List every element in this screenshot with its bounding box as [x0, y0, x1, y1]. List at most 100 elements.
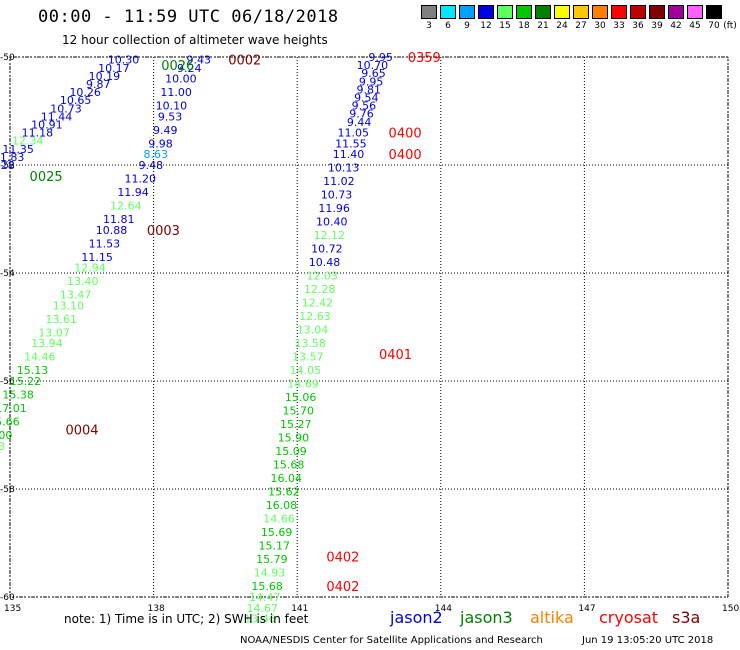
footer-timestamp: Jun 19 13:05:20 UTC 2018 [582, 635, 714, 646]
wave-height-value: 11.28 [0, 159, 15, 172]
scale-swatch-6 [440, 5, 456, 19]
wave-height-value: 9.76 [349, 108, 374, 121]
wave-height-value: 14.05 [290, 364, 322, 377]
wave-height-value: 11.53 [89, 237, 121, 250]
wave-height-value: 12.12 [314, 229, 346, 242]
wave-height-value: 13.94 [31, 337, 63, 350]
wave-height-value: 9.65 [361, 67, 386, 80]
scale-label-70: 70 [708, 21, 720, 31]
scale-swatch-42 [668, 5, 684, 19]
time-label: 0401 [379, 348, 412, 363]
wave-height-value: 15.90 [278, 432, 310, 445]
wave-height-value: 15.13 [17, 364, 49, 377]
wave-height-value: 12.94 [74, 262, 106, 275]
wave-height-value: 14.69 [287, 378, 319, 391]
wave-height-value: 15.79 [256, 553, 288, 566]
wave-height-value: 12.28 [304, 283, 336, 296]
time-label: 0400 [389, 127, 422, 142]
wave-height-value: 11.94 [117, 186, 149, 199]
wave-height-value: 9.49 [153, 124, 178, 137]
legend-jason3: jason3 [460, 608, 513, 627]
scale-swatch-21 [535, 5, 551, 19]
y-tick-label: -54 [0, 269, 15, 279]
scale-swatch-70 [706, 5, 722, 19]
wave-height-value: 10.40 [316, 216, 348, 229]
wave-height-value: 10.30 [108, 54, 140, 67]
wave-height-value: 13.40 [67, 275, 99, 288]
scale-label-42: 42 [670, 21, 682, 31]
wave-height-value: 10.70 [357, 59, 389, 72]
wave-height-value: 14.67 [247, 602, 279, 615]
wave-height-value: 9.48 [139, 159, 164, 172]
wave-height-value: 9.54 [354, 92, 379, 105]
wave-height-value: 15.22 [10, 375, 42, 388]
wave-height-value: 16.08 [266, 499, 298, 512]
wave-height-value: 15.68 [273, 459, 305, 472]
scale-swatch-39 [649, 5, 665, 19]
time-label: 0004 [65, 424, 98, 439]
legend-altika: altika [530, 608, 574, 627]
time-label: 0003 [147, 224, 180, 239]
scale-swatch-15 [497, 5, 513, 19]
wave-height-value: 11.00 [160, 86, 192, 99]
wave-height-value: 9.98 [148, 137, 173, 150]
wave-height-value: 10.73 [321, 189, 353, 202]
scale-label-39: 39 [651, 21, 663, 31]
wave-height-value: 15.70 [282, 405, 314, 418]
wave-height-value: 12.34 [12, 135, 44, 148]
scale-swatch-45 [687, 5, 703, 19]
wave-height-value: 15.69 [261, 526, 293, 539]
x-tick-label: 147 [578, 604, 595, 614]
wave-height-value: 10.00 [165, 73, 197, 86]
scale-swatch-18 [516, 5, 532, 19]
scale-swatch-24 [554, 5, 570, 19]
x-tick-label: 138 [148, 604, 165, 614]
scale-unit-label: (ft) [723, 21, 737, 31]
wave-height-value: 10.91 [31, 119, 63, 132]
time-label: 0402 [326, 580, 359, 595]
chart-title: 00:00 - 11:59 UTC 06/18/2018 [38, 7, 339, 27]
time-label: 0400 [389, 148, 422, 163]
scale-swatch-3 [421, 5, 437, 19]
scale-label-30: 30 [594, 21, 606, 31]
wave-height-value: 11.02 [323, 175, 355, 188]
wave-height-value: 10.72 [311, 243, 343, 256]
wave-height-value: 11.20 [124, 173, 156, 186]
x-tick-label: 141 [291, 604, 308, 614]
wave-height-value: 8.63 [143, 148, 168, 161]
scale-label-36: 36 [632, 21, 644, 31]
scale-label-12: 12 [480, 21, 492, 31]
wave-height-value: 12.64 [110, 200, 142, 213]
legend-s3a: s3a [672, 608, 701, 627]
wave-height-value: 11.35 [2, 143, 34, 156]
wave-height-value: 16.00 [0, 429, 12, 442]
wave-height-value: 15.06 [285, 391, 317, 404]
wave-height-value: 10.26 [69, 86, 101, 99]
wave-height-value: 14.46 [24, 351, 56, 364]
time-label: 0002 [228, 54, 261, 69]
wave-height-value: 9.43 [187, 54, 212, 67]
legend-cryosat: cryosat [599, 608, 659, 627]
scale-label-3: 3 [426, 21, 432, 31]
wave-height-value: 9.95 [368, 51, 393, 64]
note-text: note: 1) Time is in UTC; 2) SWH is in fe… [64, 612, 309, 626]
wave-height-value: 10.48 [309, 256, 341, 269]
y-tick-label: -50 [0, 53, 15, 63]
wave-height-value: 9.44 [347, 116, 372, 129]
wave-height-value: 17.01 [0, 402, 27, 415]
wave-height-value: 9.81 [356, 83, 381, 96]
wave-height-value: 13.58 [294, 337, 326, 350]
wave-height-value: 11.15 [81, 251, 113, 264]
wave-height-value: 15.38 [2, 389, 34, 402]
wave-height-value: 9.24 [177, 62, 202, 75]
time-label: 0402 [326, 551, 359, 566]
time-label: 0025 [30, 170, 63, 185]
wave-height-value: 15.68 [251, 580, 283, 593]
wave-height-value: 12.42 [302, 297, 334, 310]
scale-label-21: 21 [537, 21, 549, 31]
x-tick-label: 135 [4, 604, 21, 614]
scale-swatch-27 [573, 5, 589, 19]
wave-height-value: 11.81 [103, 213, 135, 226]
wave-height-value: 13.47 [60, 289, 92, 302]
